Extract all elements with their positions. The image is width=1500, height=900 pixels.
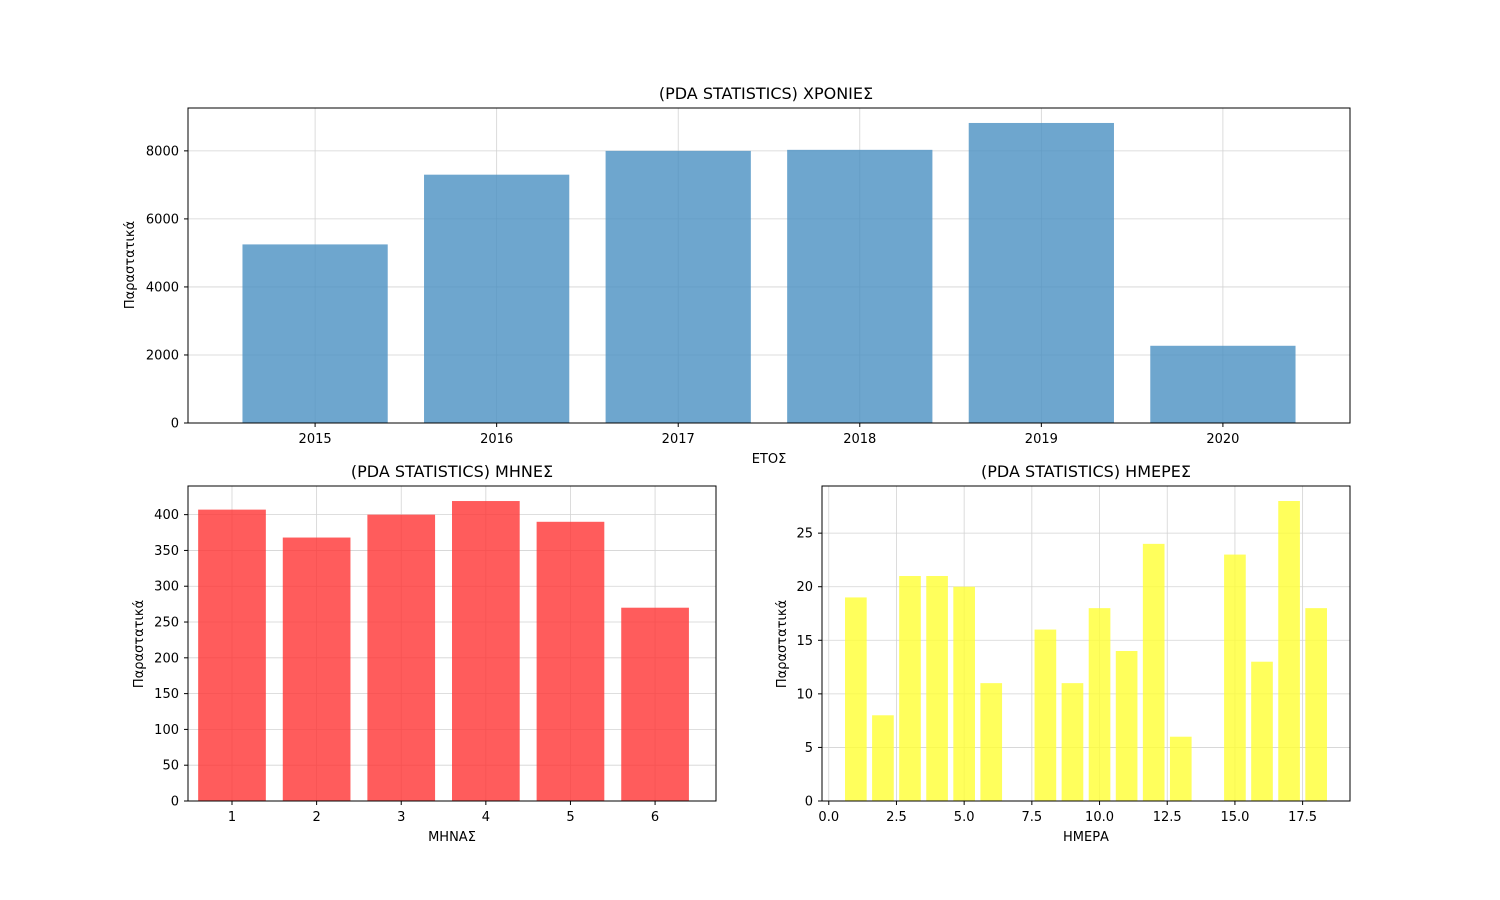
chart-yearly: (PDA STATISTICS) ΧΡΟΝΙΕΣ 2015 2016 2017 201… [123, 84, 1351, 467]
x-tick-label: 2015 [299, 432, 332, 447]
x-tick-label: 1 [228, 810, 236, 825]
plot-frame [821, 485, 1351, 802]
x-axis-label: ΕΤΟΣ [752, 452, 787, 467]
x-tick-label: 2017 [662, 432, 695, 447]
bar [1088, 608, 1111, 801]
bar [605, 150, 751, 424]
bar [1169, 736, 1192, 801]
bar [872, 715, 894, 801]
chart-title: (PDA STATISTICS) ΗΜΕΡΕΣ [981, 462, 1191, 481]
y-tick-label: 8000 [146, 144, 179, 159]
x-tick-label: 7.5 [1022, 810, 1043, 825]
y-tick-label: 4000 [146, 280, 179, 295]
x-tick-label: 2018 [843, 432, 876, 447]
x-tick-label: 15.0 [1220, 810, 1249, 825]
x-tick-label: 10.0 [1085, 810, 1114, 825]
x-axis-label: ΗΜΕΡΑ [1063, 830, 1109, 845]
bar [242, 244, 388, 423]
bar [1278, 501, 1300, 801]
y-tick-label: 200 [154, 651, 179, 666]
x-tick-label: 2.5 [886, 810, 907, 825]
bar [282, 537, 351, 801]
bar [787, 149, 933, 423]
chart-title: (PDA STATISTICS) ΜΗΝΕΣ [351, 462, 553, 481]
x-tick-label: 2020 [1206, 432, 1239, 447]
y-axis-label: Παραστατικά [775, 600, 790, 688]
y-tick-label: 20 [796, 580, 813, 595]
chart-title: (PDA STATISTICS) ΧΡΟΝΙΕΣ [659, 84, 873, 103]
y-tick-label: 6000 [146, 212, 179, 227]
y-tick-label: 0 [171, 417, 179, 432]
bar [198, 509, 266, 801]
bar [845, 597, 867, 801]
y-tick-label: 5 [805, 741, 813, 756]
bar [1115, 651, 1138, 801]
bar [621, 607, 689, 801]
y-axis-label: Παραστατικά [123, 221, 138, 309]
y-axis-label: Παραστατικά [132, 600, 147, 688]
y-tick-label: 0 [171, 795, 179, 810]
chart-daily: (PDA STATISTICS) ΗΜΕΡΕΣ 0.0 2.5 5.0 7.5 10.0… [775, 462, 1351, 845]
y-tick-label: 10 [796, 687, 813, 702]
y-tick-label: 25 [796, 527, 813, 542]
bar [452, 501, 520, 801]
x-tick-label: 3 [397, 810, 405, 825]
plot-frame [187, 107, 1351, 424]
y-tick-label: 150 [154, 687, 179, 702]
x-tick-label: 4 [482, 810, 490, 825]
bar [899, 576, 921, 801]
x-tick-label: 5 [566, 810, 574, 825]
bar [367, 514, 436, 801]
bar [1142, 543, 1165, 801]
bar [926, 576, 948, 801]
bar [1150, 345, 1296, 423]
bar [1224, 554, 1246, 801]
y-tick-label: 350 [154, 544, 179, 559]
bar [968, 122, 1114, 424]
x-tick-label: 12.5 [1153, 810, 1182, 825]
x-tick-label: 0.0 [818, 810, 839, 825]
y-tick-label: 300 [154, 580, 179, 595]
plot-frame [187, 485, 717, 802]
bar [953, 586, 975, 801]
y-tick-label: 400 [154, 508, 179, 523]
y-tick-label: 0 [805, 795, 813, 810]
x-tick-label: 17.5 [1288, 810, 1317, 825]
bar [1061, 683, 1084, 801]
y-tick-label: 250 [154, 616, 179, 631]
x-axis-label: ΜΗΝΑΣ [428, 830, 476, 845]
y-tick-label: 2000 [146, 348, 179, 363]
x-tick-label: 2016 [480, 432, 513, 447]
bar [424, 174, 570, 423]
y-tick-label: 15 [796, 634, 813, 649]
x-tick-label: 5.0 [954, 810, 975, 825]
bar [1034, 629, 1057, 801]
bar [1305, 608, 1327, 801]
chart-monthly: (PDA STATISTICS) ΜΗΝΕΣ 1 2 3 4 5 6 0 50 100 150 20… [132, 462, 717, 845]
bar [1251, 661, 1273, 801]
y-tick-label: 50 [162, 759, 179, 774]
x-tick-label: 2 [312, 810, 320, 825]
x-tick-label: 2019 [1025, 432, 1058, 447]
bar [536, 521, 605, 801]
bar [980, 683, 1003, 801]
y-tick-label: 100 [154, 723, 179, 738]
x-tick-label: 6 [651, 810, 659, 825]
